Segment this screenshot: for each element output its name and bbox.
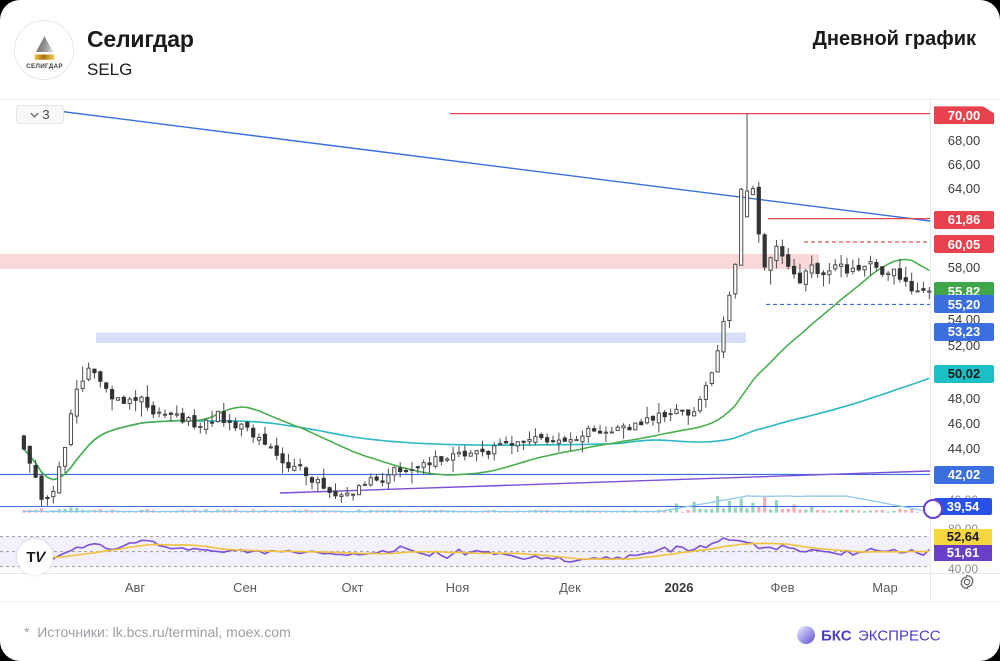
svg-text:ЭКСПРЕСС: ЭКСПРЕСС: [858, 628, 941, 645]
svg-text:БКС: БКС: [821, 628, 852, 645]
